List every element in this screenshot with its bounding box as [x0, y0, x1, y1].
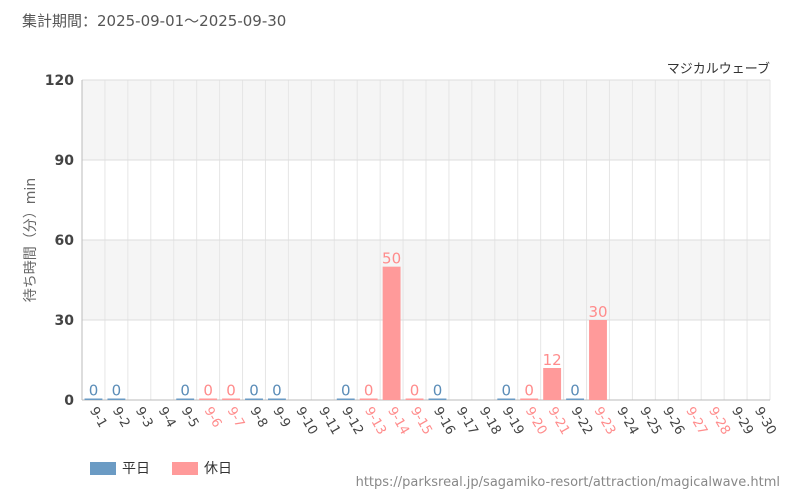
bar-9-6	[199, 398, 218, 400]
x-tick-label: 9-16	[430, 405, 458, 438]
bar-9-15	[405, 398, 424, 400]
bar-9-14	[382, 266, 401, 400]
legend-item-weekday: 平日	[90, 458, 150, 478]
y-tick-label: 90	[55, 153, 75, 169]
x-tick-label: 9-19	[499, 405, 527, 438]
data-label-9-13: 0	[364, 382, 374, 400]
data-label-9-14: 50	[382, 250, 401, 268]
x-tick-label: 9-12	[338, 405, 366, 438]
data-label-9-5: 0	[180, 382, 190, 400]
data-label-9-1: 0	[89, 382, 99, 400]
y-tick-label: 30	[55, 313, 75, 329]
source-url: https://parksreal.jp/sagamiko-resort/att…	[355, 475, 780, 490]
data-label-9-12: 0	[341, 382, 351, 400]
data-label-9-23: 30	[588, 303, 607, 321]
bar-9-8	[245, 398, 263, 400]
x-tick-label: 9-13	[361, 405, 389, 438]
x-tick-label: 9-15	[407, 405, 435, 438]
x-tick-label: 9-3	[132, 405, 156, 431]
bar-9-23	[589, 320, 607, 400]
y-axis-label: 待ち時間（分）min	[23, 178, 39, 302]
x-tick-label: 9-11	[315, 405, 343, 438]
data-label-9-8: 0	[249, 382, 259, 400]
data-label-9-21: 12	[543, 351, 562, 369]
bar-9-13	[359, 398, 378, 400]
data-label-9-2: 0	[112, 382, 122, 400]
bar-9-21	[543, 368, 562, 400]
x-tick-label: 9-30	[751, 405, 779, 438]
y-tick-label: 0	[64, 393, 74, 409]
y-tick-label: 60	[55, 233, 75, 249]
x-tick-label: 9-29	[728, 405, 756, 438]
x-tick-label: 9-25	[636, 405, 664, 438]
data-label-9-20: 0	[524, 382, 534, 400]
x-tick-label: 9-24	[613, 405, 641, 438]
x-tick-label: 9-1	[86, 405, 110, 431]
bar-9-12	[336, 398, 355, 400]
bar-9-19	[497, 398, 516, 400]
bar-9-5	[176, 398, 195, 400]
x-tick-label: 9-17	[453, 405, 481, 438]
x-tick-label: 9-23	[591, 405, 619, 438]
legend-label-holiday: 休日	[204, 461, 232, 477]
x-tick-label: 9-26	[659, 405, 687, 438]
x-tick-label: 9-7	[224, 405, 248, 431]
legend-label-weekday: 平日	[122, 461, 150, 477]
data-label-9-19: 0	[501, 382, 511, 400]
legend-swatch-weekday	[90, 461, 116, 475]
x-tick-label: 9-5	[178, 405, 202, 431]
bar-9-9	[267, 398, 286, 400]
data-label-9-6: 0	[203, 382, 213, 400]
x-tick-label: 9-28	[705, 405, 733, 438]
x-tick-label: 9-4	[155, 405, 179, 431]
data-label-9-22: 0	[570, 382, 580, 400]
data-label-9-7: 0	[226, 382, 236, 400]
bar-9-2	[107, 398, 126, 400]
bar-9-22	[566, 398, 585, 400]
x-tick-label: 9-22	[568, 405, 596, 438]
bar-9-20	[520, 398, 539, 400]
data-label-9-15: 0	[410, 382, 420, 400]
bar-9-1	[84, 398, 103, 400]
bar-9-7	[222, 398, 241, 400]
x-tick-label: 9-8	[247, 405, 271, 431]
period-header: 集計期間：2025-09-01～2025-09-30	[22, 12, 287, 30]
legend-swatch-holiday	[172, 461, 198, 475]
legend-item-holiday: 休日	[172, 458, 232, 478]
x-tick-label: 9-10	[292, 405, 320, 438]
x-tick-label: 9-27	[682, 405, 710, 438]
x-tick-label: 9-14	[384, 405, 412, 438]
x-tick-label: 9-18	[476, 405, 504, 438]
bar-9-16	[428, 398, 447, 400]
x-tick-label: 9-20	[522, 405, 550, 438]
x-tick-label: 9-9	[269, 405, 293, 431]
x-tick-label: 9-6	[201, 405, 225, 431]
data-label-9-16: 0	[433, 382, 443, 400]
x-tick-label: 9-21	[545, 405, 573, 438]
y-tick-label: 120	[45, 73, 74, 89]
chart-title: マジカルウェーブ	[667, 61, 770, 77]
data-label-9-9: 0	[272, 382, 282, 400]
x-tick-label: 9-2	[109, 405, 133, 431]
legend: 平日 休日	[90, 458, 232, 478]
